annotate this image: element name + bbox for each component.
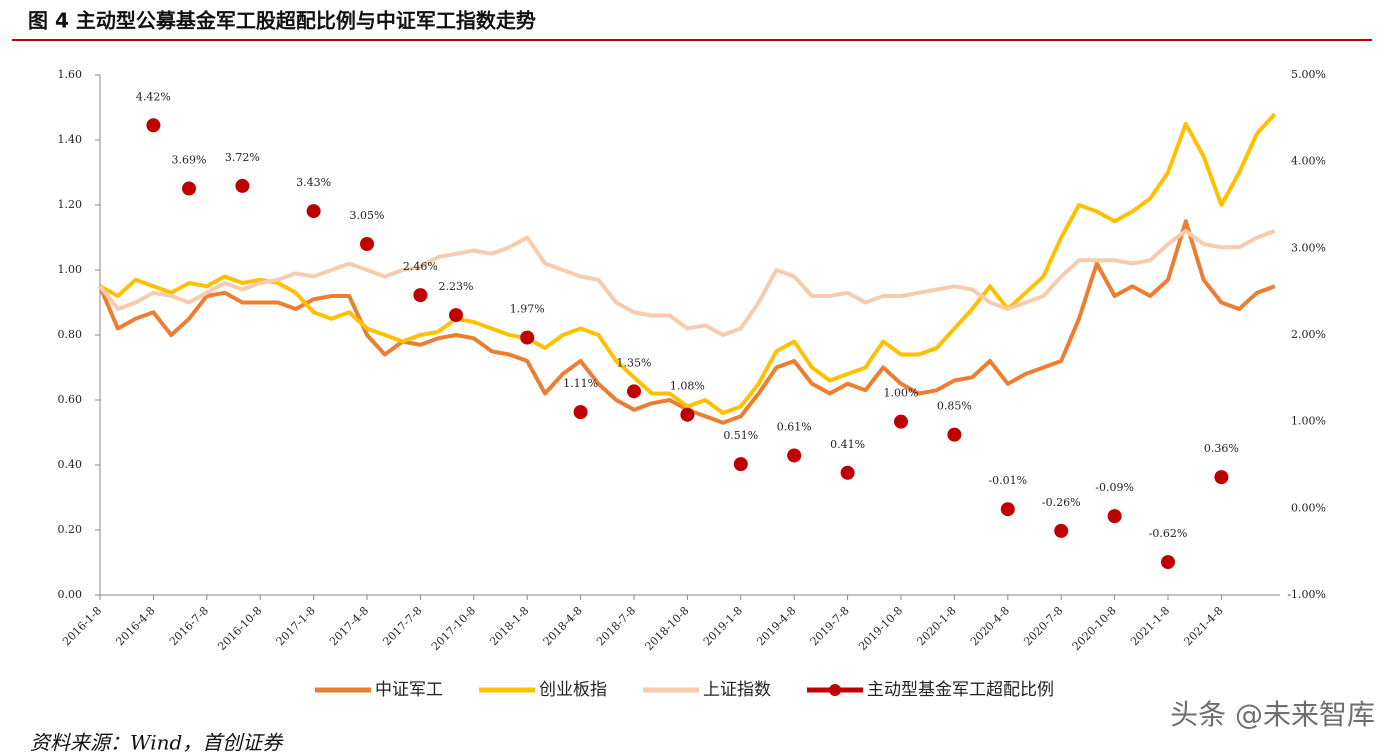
data-label: 1.00% xyxy=(884,387,919,400)
x-tick-label: 2018-1-8 xyxy=(487,604,531,648)
y2-tick-label: -1.00% xyxy=(1287,588,1326,601)
series-line xyxy=(98,229,1276,337)
point xyxy=(235,178,250,193)
y2-tick-label: 5.00% xyxy=(1291,68,1326,81)
chart-title: 图 4 主动型公募基金军工股超配比例与中证军工指数走势 xyxy=(28,9,536,33)
x-tick-label: 2020-10-8 xyxy=(1070,604,1119,653)
y-tick-label: 0.80 xyxy=(58,328,83,341)
source: 资料来源：Wind，首创证券 xyxy=(30,731,284,755)
x-tick-label: 2020-4-8 xyxy=(968,604,1012,648)
legend-label: 上证指数 xyxy=(703,680,771,700)
data-label: -0.26% xyxy=(1042,496,1081,509)
data-label: -0.62% xyxy=(1149,527,1188,540)
y2-tick-label: 2.00% xyxy=(1291,328,1326,341)
x-tick-label: 2018-7-8 xyxy=(594,604,638,648)
point xyxy=(449,308,463,323)
data-label: 1.08% xyxy=(670,380,705,393)
data-label: -0.09% xyxy=(1095,481,1134,494)
x-tick-label: 2020-1-8 xyxy=(914,604,958,648)
x-tick-label: 2019-1-8 xyxy=(701,604,745,648)
point xyxy=(840,465,855,480)
data-label: 1.35% xyxy=(617,356,652,369)
point xyxy=(182,181,196,196)
point xyxy=(1214,470,1229,485)
series-line xyxy=(99,112,1277,415)
point xyxy=(520,330,535,345)
x-tick-label: 2018-10-8 xyxy=(643,604,692,653)
y-tick-label: 1.20 xyxy=(58,198,83,211)
point xyxy=(947,427,962,442)
y2-tick-label: 3.00% xyxy=(1291,241,1326,254)
data-label: 0.36% xyxy=(1204,442,1239,455)
point xyxy=(360,237,374,251)
y-tick-label: 0.40 xyxy=(58,458,83,471)
point xyxy=(1054,523,1069,538)
x-tick-label: 2020-7-8 xyxy=(1021,604,1065,648)
y-tick-label: 0.00 xyxy=(58,588,83,601)
y-tick-label: 1.60 xyxy=(58,68,83,81)
x-tick-label: 2019-10-8 xyxy=(856,604,905,653)
x-tick-label: 2017-1-8 xyxy=(274,604,318,648)
y-tick-label: 1.00 xyxy=(58,263,83,276)
legend-dot xyxy=(829,684,841,696)
point xyxy=(1000,502,1015,517)
data-label: 3.43% xyxy=(296,176,331,189)
y-tick-label: 0.20 xyxy=(58,523,83,536)
data-label: 0.51% xyxy=(723,429,758,442)
data-label: 0.85% xyxy=(937,400,972,413)
x-tick-label: 2016-10-8 xyxy=(215,604,264,653)
data-label: 2.23% xyxy=(439,280,474,293)
data-label: 4.42% xyxy=(136,90,171,103)
data-label: -0.01% xyxy=(988,474,1027,487)
point xyxy=(1161,555,1175,570)
y2-tick-label: 0.00% xyxy=(1291,501,1326,514)
x-tick-label: 2016-1-8 xyxy=(60,604,104,648)
legend-label: 主动型基金军工超配比例 xyxy=(867,680,1054,700)
data-label: 3.05% xyxy=(350,209,385,222)
point xyxy=(573,405,588,420)
legend-label: 中证军工 xyxy=(375,680,443,700)
y2-tick-label: 4.00% xyxy=(1291,155,1326,168)
x-tick-label: 2017-4-8 xyxy=(327,604,371,648)
point xyxy=(733,457,748,472)
data-label: 3.69% xyxy=(172,154,207,167)
y-tick-label: 1.40 xyxy=(58,133,83,146)
watermark: 头条 @未来智库 xyxy=(1170,698,1375,731)
y2-tick-label: 1.00% xyxy=(1291,415,1326,428)
data-label: 0.61% xyxy=(777,420,812,433)
x-tick-label: 2019-7-8 xyxy=(808,604,852,648)
point xyxy=(894,414,908,429)
legend-label: 创业板指 xyxy=(539,680,607,700)
x-tick-label: 2016-7-8 xyxy=(167,604,211,648)
x-tick-label: 2017-7-8 xyxy=(380,604,424,648)
data-label: 2.46% xyxy=(403,260,438,273)
point xyxy=(1107,509,1122,524)
x-tick-label: 2016-4-8 xyxy=(113,604,157,648)
point xyxy=(627,384,641,399)
data-label: 1.11% xyxy=(563,377,598,390)
point xyxy=(680,407,695,422)
data-label: 3.72% xyxy=(225,151,260,164)
data-label: 0.41% xyxy=(830,438,865,451)
data-label: 1.97% xyxy=(510,303,545,316)
x-tick-label: 2021-1-8 xyxy=(1128,604,1172,648)
x-tick-label: 2017-10-8 xyxy=(429,604,478,653)
point xyxy=(306,204,321,219)
point xyxy=(146,118,161,133)
y-tick-label: 0.60 xyxy=(58,393,83,406)
point xyxy=(413,288,428,303)
x-tick-label: 2019-4-8 xyxy=(754,604,798,648)
point xyxy=(787,448,802,463)
x-tick-label: 2018-4-8 xyxy=(541,604,585,648)
x-tick-label: 2021-4-8 xyxy=(1181,604,1225,648)
